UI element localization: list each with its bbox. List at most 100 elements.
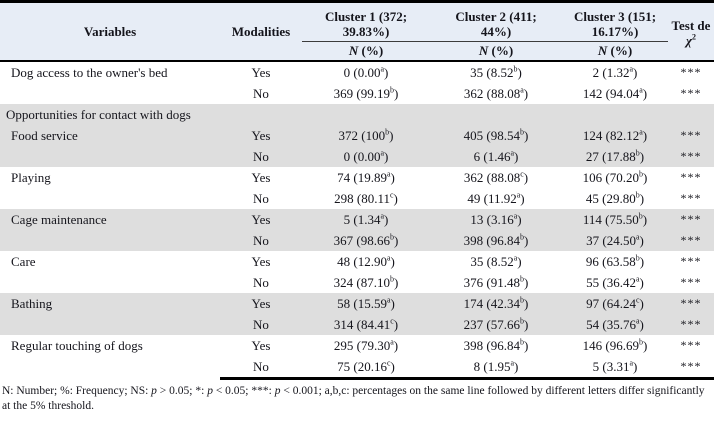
cluster1-value-cell: 324 (87.10b) [333, 274, 399, 290]
col-header-modalities: Modalities [220, 1, 302, 62]
cluster3-value-cell: 142 (94.04a) [582, 85, 648, 101]
modality-cell: Yes [251, 296, 271, 311]
significance-letter: b [385, 127, 390, 137]
significance-letter: b [390, 274, 394, 284]
cluster1-value-cell: 74 (19.89a) [337, 169, 395, 185]
table-row: No 324 (87.10b) 376 (91.48b) 55 (36.42a) *** [0, 272, 714, 293]
significance-letter: a [380, 211, 385, 221]
significance-letter: b [390, 85, 394, 95]
cluster1-value-cell: 48 (12.90a) [337, 253, 395, 269]
cluster1-value-cell: 369 (99.19b) [333, 85, 399, 101]
significance-letter: b [520, 316, 524, 326]
cluster1-value-cell: 0 (0.00a) [343, 148, 389, 164]
significance-letter: b [520, 232, 524, 242]
cluster2-value-cell: 35 (8.52a) [470, 253, 522, 269]
significance-letter: b [639, 169, 643, 179]
table-row: No 298 (80.11c) 49 (11.92a) 45 (29.80b) *** [0, 188, 714, 209]
cluster3-n-pct-label: N (%) [597, 43, 633, 58]
cluster3-value-cell: 124 (82.12a) [582, 127, 648, 143]
variable-name-cell: Playing [11, 170, 51, 185]
cluster-comparison-table: Variables Modalities Cluster 1 (372; 39.… [0, 0, 714, 380]
cluster1-value-cell: 5 (1.34a) [343, 211, 389, 227]
cluster3-value-cell: 45 (29.80b) [585, 190, 645, 206]
chi-square-result-cell: *** [680, 338, 702, 352]
significance-letter: a [520, 85, 524, 95]
significance-letter: a [380, 64, 385, 74]
significance-letter: a [386, 253, 391, 263]
cluster3-value-cell: 2 (1.32a) [592, 64, 638, 80]
cluster1-title: Cluster 1 (372; 39.83%) [302, 3, 430, 42]
significance-letter: c [386, 358, 391, 368]
cluster3-value-cell: 97 (64.24c) [586, 295, 644, 311]
footnote-italic-p: p [207, 385, 213, 397]
modality-cell: No [253, 191, 269, 206]
table-row: Regular touching of dogs Yes 295 (79.30a) 3… [0, 335, 714, 356]
cluster1-n-pct-label: N (%) [348, 43, 384, 58]
significance-letter: a [635, 274, 640, 284]
cluster1-value-cell: 372 (100b) [338, 127, 394, 143]
cluster2-value-cell: 49 (11.92a) [467, 190, 525, 206]
footnote-segment: N: Number; %: Frequency; NS: [2, 385, 152, 397]
table-row: No 75 (20.16c) 8 (1.95a) 5 (3.31a) *** [0, 356, 714, 380]
significance-letter: a [629, 64, 634, 74]
table-row: Care Yes 48 (12.90a) 35 (8.52a) 96 (63.58b) *… [0, 251, 714, 272]
variable-name-cell: Dog access to the owner's bed [11, 65, 168, 80]
footnote-segment: > 0.05; *: [156, 385, 208, 397]
modality-cell: Yes [251, 65, 271, 80]
modality-cell: Yes [251, 128, 271, 143]
col-header-cluster3: Cluster 3 (151; 16.17%) N (%) [562, 1, 668, 62]
section-row: Opportunities for contact with dogs [0, 104, 714, 125]
cluster2-value-cell: 174 (42.34b) [463, 295, 529, 311]
modality-cell: No [253, 86, 269, 101]
cluster3-value-cell: 54 (35.76a) [586, 316, 644, 332]
variables-label: Variables [83, 23, 137, 39]
cluster3-value-cell: 5 (3.31a) [562, 356, 668, 380]
cluster2-value-cell: 398 (96.84b) [463, 337, 529, 353]
footnote-segment: < 0.001; a,b,c: percentages on the same … [2, 385, 705, 412]
significance-letter: a [386, 295, 391, 305]
chi-square-result-cell: *** [680, 254, 702, 268]
significance-letter: a [639, 85, 643, 95]
chi-square-result-cell: *** [680, 275, 702, 289]
cluster1-value-cell: 58 (15.59a) [337, 295, 395, 311]
significance-letter: c [520, 169, 524, 179]
significance-letter: a [516, 190, 521, 200]
chi-square-result-cell: *** [680, 233, 702, 247]
chi-square-result-cell: *** [680, 212, 702, 226]
significance-letter: a [513, 211, 518, 221]
variable-name-cell: Food service [11, 128, 78, 143]
significance-letter: a [380, 148, 385, 158]
modality-cell: Yes [251, 338, 271, 353]
significance-letter: c [635, 295, 640, 305]
chi-square-result-cell: *** [680, 149, 702, 163]
header-row: Variables Modalities Cluster 1 (372; 39.… [0, 1, 714, 62]
significance-letter: a [390, 337, 394, 347]
significance-letter: a [386, 169, 391, 179]
cluster2-value-cell: 362 (88.08c) [463, 169, 529, 185]
cluster2-value-cell: 362 (88.08a) [463, 85, 529, 101]
significance-letter: b [520, 337, 524, 347]
significance-letter: b [513, 64, 518, 74]
significance-letter: b [390, 232, 394, 242]
variable-name-cell: Care [11, 254, 36, 269]
cluster3-value-cell: 146 (96.69b) [582, 337, 648, 353]
cluster3-value-cell: 27 (17.88b) [585, 148, 645, 164]
table-row: Playing Yes 74 (19.89a) 362 (88.08c) 106 (70… [0, 167, 714, 188]
significance-letter: a [629, 358, 634, 368]
variable-name-cell: Bathing [11, 296, 53, 311]
cluster2-n-pct-label: N (%) [478, 43, 514, 58]
table-body: Dog access to the owner's bed Yes 0 (0.00a… [0, 61, 714, 380]
significance-letter: b [635, 253, 640, 263]
cluster3-title: Cluster 3 (151; 16.17%) [562, 3, 668, 42]
col-header-cluster1: Cluster 1 (372; 39.83%) N (%) [302, 1, 430, 62]
modality-cell: No [220, 356, 302, 380]
cluster2-value-cell: 237 (57.66b) [463, 316, 529, 332]
significance-letter: b [520, 127, 524, 137]
table-row: No 369 (99.19b) 362 (88.08a) 142 (94.04a) **… [0, 83, 714, 104]
significance-letter: b [520, 274, 524, 284]
footnote-segment: < 0.05; ***: [212, 385, 275, 397]
cluster1-value-cell: 314 (84.41c) [333, 316, 399, 332]
cluster1-value-cell: 367 (98.66b) [333, 232, 399, 248]
modality-cell: Yes [251, 212, 271, 227]
significance-letter: a [510, 148, 515, 158]
